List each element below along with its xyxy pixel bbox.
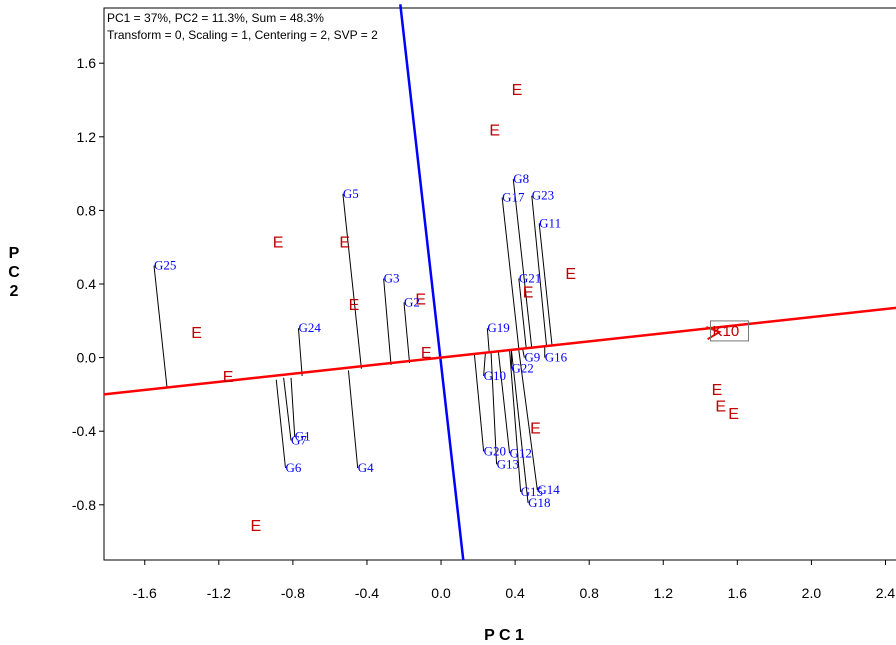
projection-line [538, 223, 553, 347]
environment-marker: E [489, 122, 500, 139]
y-axis-label-c: C [8, 264, 20, 281]
settings-annotation: Transform = 0, Scaling = 1, Centering = … [107, 28, 378, 42]
projection-line [290, 377, 296, 437]
genotype-label: G22 [511, 361, 533, 376]
projection-line [518, 350, 538, 491]
genotype-label: G9 [524, 350, 540, 365]
y-tick-label: -0.8 [72, 497, 96, 513]
projection-line [153, 265, 168, 388]
projection-line [342, 193, 362, 369]
genotype-label: G7 [291, 432, 307, 447]
genotype-label: G6 [285, 460, 301, 475]
projection-line [501, 197, 520, 349]
genotype-label: G13 [497, 456, 519, 471]
projection-line [518, 278, 527, 349]
genotype-label: G8 [513, 171, 529, 186]
genotype-label: G3 [384, 270, 400, 285]
ideal-environment-label: K10 [713, 323, 740, 340]
environment-marker: E [191, 325, 202, 342]
genotype-label: G16 [545, 350, 568, 365]
average-environment-axis [103, 306, 896, 396]
projection-line [531, 195, 548, 347]
genotype-label: G12 [510, 445, 532, 460]
genotype-label: G17 [502, 190, 525, 205]
environment-marker: E [512, 82, 523, 99]
projection-line [383, 278, 392, 366]
projection-line [483, 352, 486, 377]
x-tick-label: 1.2 [654, 585, 674, 601]
x-tick-label: -1.2 [207, 585, 231, 601]
environment-marker: E [349, 297, 360, 314]
environment-marker: E [251, 518, 262, 535]
x-tick-label: 2.4 [876, 585, 896, 601]
projection-line [497, 352, 511, 454]
x-tick-label: 1.6 [728, 585, 748, 601]
projection-line [486, 328, 490, 353]
genotype-label: G20 [484, 443, 506, 458]
genotype-label: G4 [358, 460, 374, 475]
genotype-label: G11 [539, 215, 561, 230]
x-tick-label: 0.0 [431, 585, 451, 601]
projection-line [283, 377, 292, 441]
projection-line [275, 379, 286, 469]
genotype-label: G21 [519, 270, 541, 285]
genotype-label: G24 [298, 320, 321, 335]
y-axis-label-2: 2 [10, 283, 19, 300]
y-tick-label: -0.4 [72, 423, 96, 439]
x-tick-label: -1.6 [133, 585, 157, 601]
projection-line [512, 179, 533, 349]
projection-line [522, 348, 525, 358]
y-axis-label-p: P [9, 245, 20, 262]
projection-line [490, 352, 498, 465]
y-tick-label: 0.4 [77, 276, 97, 292]
x-tick-label: -0.8 [281, 585, 305, 601]
variance-annotation: PC1 = 37%, PC2 = 11.3%, Sum = 48.3% [107, 11, 324, 25]
y-tick-label: 1.6 [77, 55, 97, 71]
x-tick-label: 0.8 [579, 585, 599, 601]
x-tick-label: 2.0 [802, 585, 822, 601]
projection-line [473, 353, 485, 452]
plot-frame [103, 7, 896, 561]
genotype-label: G1 [295, 429, 311, 444]
genotype-label: G2 [404, 294, 420, 309]
environment-marker: E [415, 292, 426, 309]
ideal-environment-box [710, 320, 750, 342]
x-tick-label: -0.4 [355, 585, 379, 601]
genotype-label: G15 [521, 484, 543, 499]
environment-marker: E [339, 235, 350, 252]
projection-line [403, 302, 411, 364]
projection-line [510, 350, 529, 504]
x-tick-label: 0.4 [505, 585, 525, 601]
y-tick-label: 0.8 [77, 202, 97, 218]
environment-marker: E [712, 382, 723, 399]
environment-marker: E [530, 421, 541, 438]
environment-marker: E [523, 284, 534, 301]
environment-marker: E [728, 406, 739, 423]
environment-marker: E [715, 398, 726, 415]
projection-line [347, 370, 359, 469]
projection-line [509, 350, 522, 492]
x-axis-label: P C 1 [484, 627, 524, 644]
environment-marker: E [223, 369, 234, 386]
environment-marker: E [565, 266, 576, 283]
genotype-label: G25 [154, 258, 176, 273]
projection-line [297, 328, 303, 377]
genotype-label: G5 [343, 186, 359, 201]
environment-marker: E [421, 345, 432, 362]
x-axis-ticks: -1.6 -1.2 -0.8 -0.4 0.0 0.4 0.8 1.2 1.6 2.0 2.4 [133, 560, 896, 601]
genotype-label: G14 [537, 482, 560, 497]
environment-marker: E [273, 235, 284, 252]
perpendicular-axis-line [399, 4, 465, 561]
y-tick-label: 0.0 [77, 350, 97, 366]
genotype-label: G10 [484, 368, 506, 383]
y-axis-ticks: 1.6 1.2 0.8 0.4 0.0 -0.4 -0.8 [72, 55, 104, 513]
y-tick-label: 1.2 [77, 129, 97, 145]
genotype-label: G19 [487, 320, 509, 335]
genotype-label: G18 [528, 495, 550, 510]
genotype-label: G23 [532, 188, 554, 203]
